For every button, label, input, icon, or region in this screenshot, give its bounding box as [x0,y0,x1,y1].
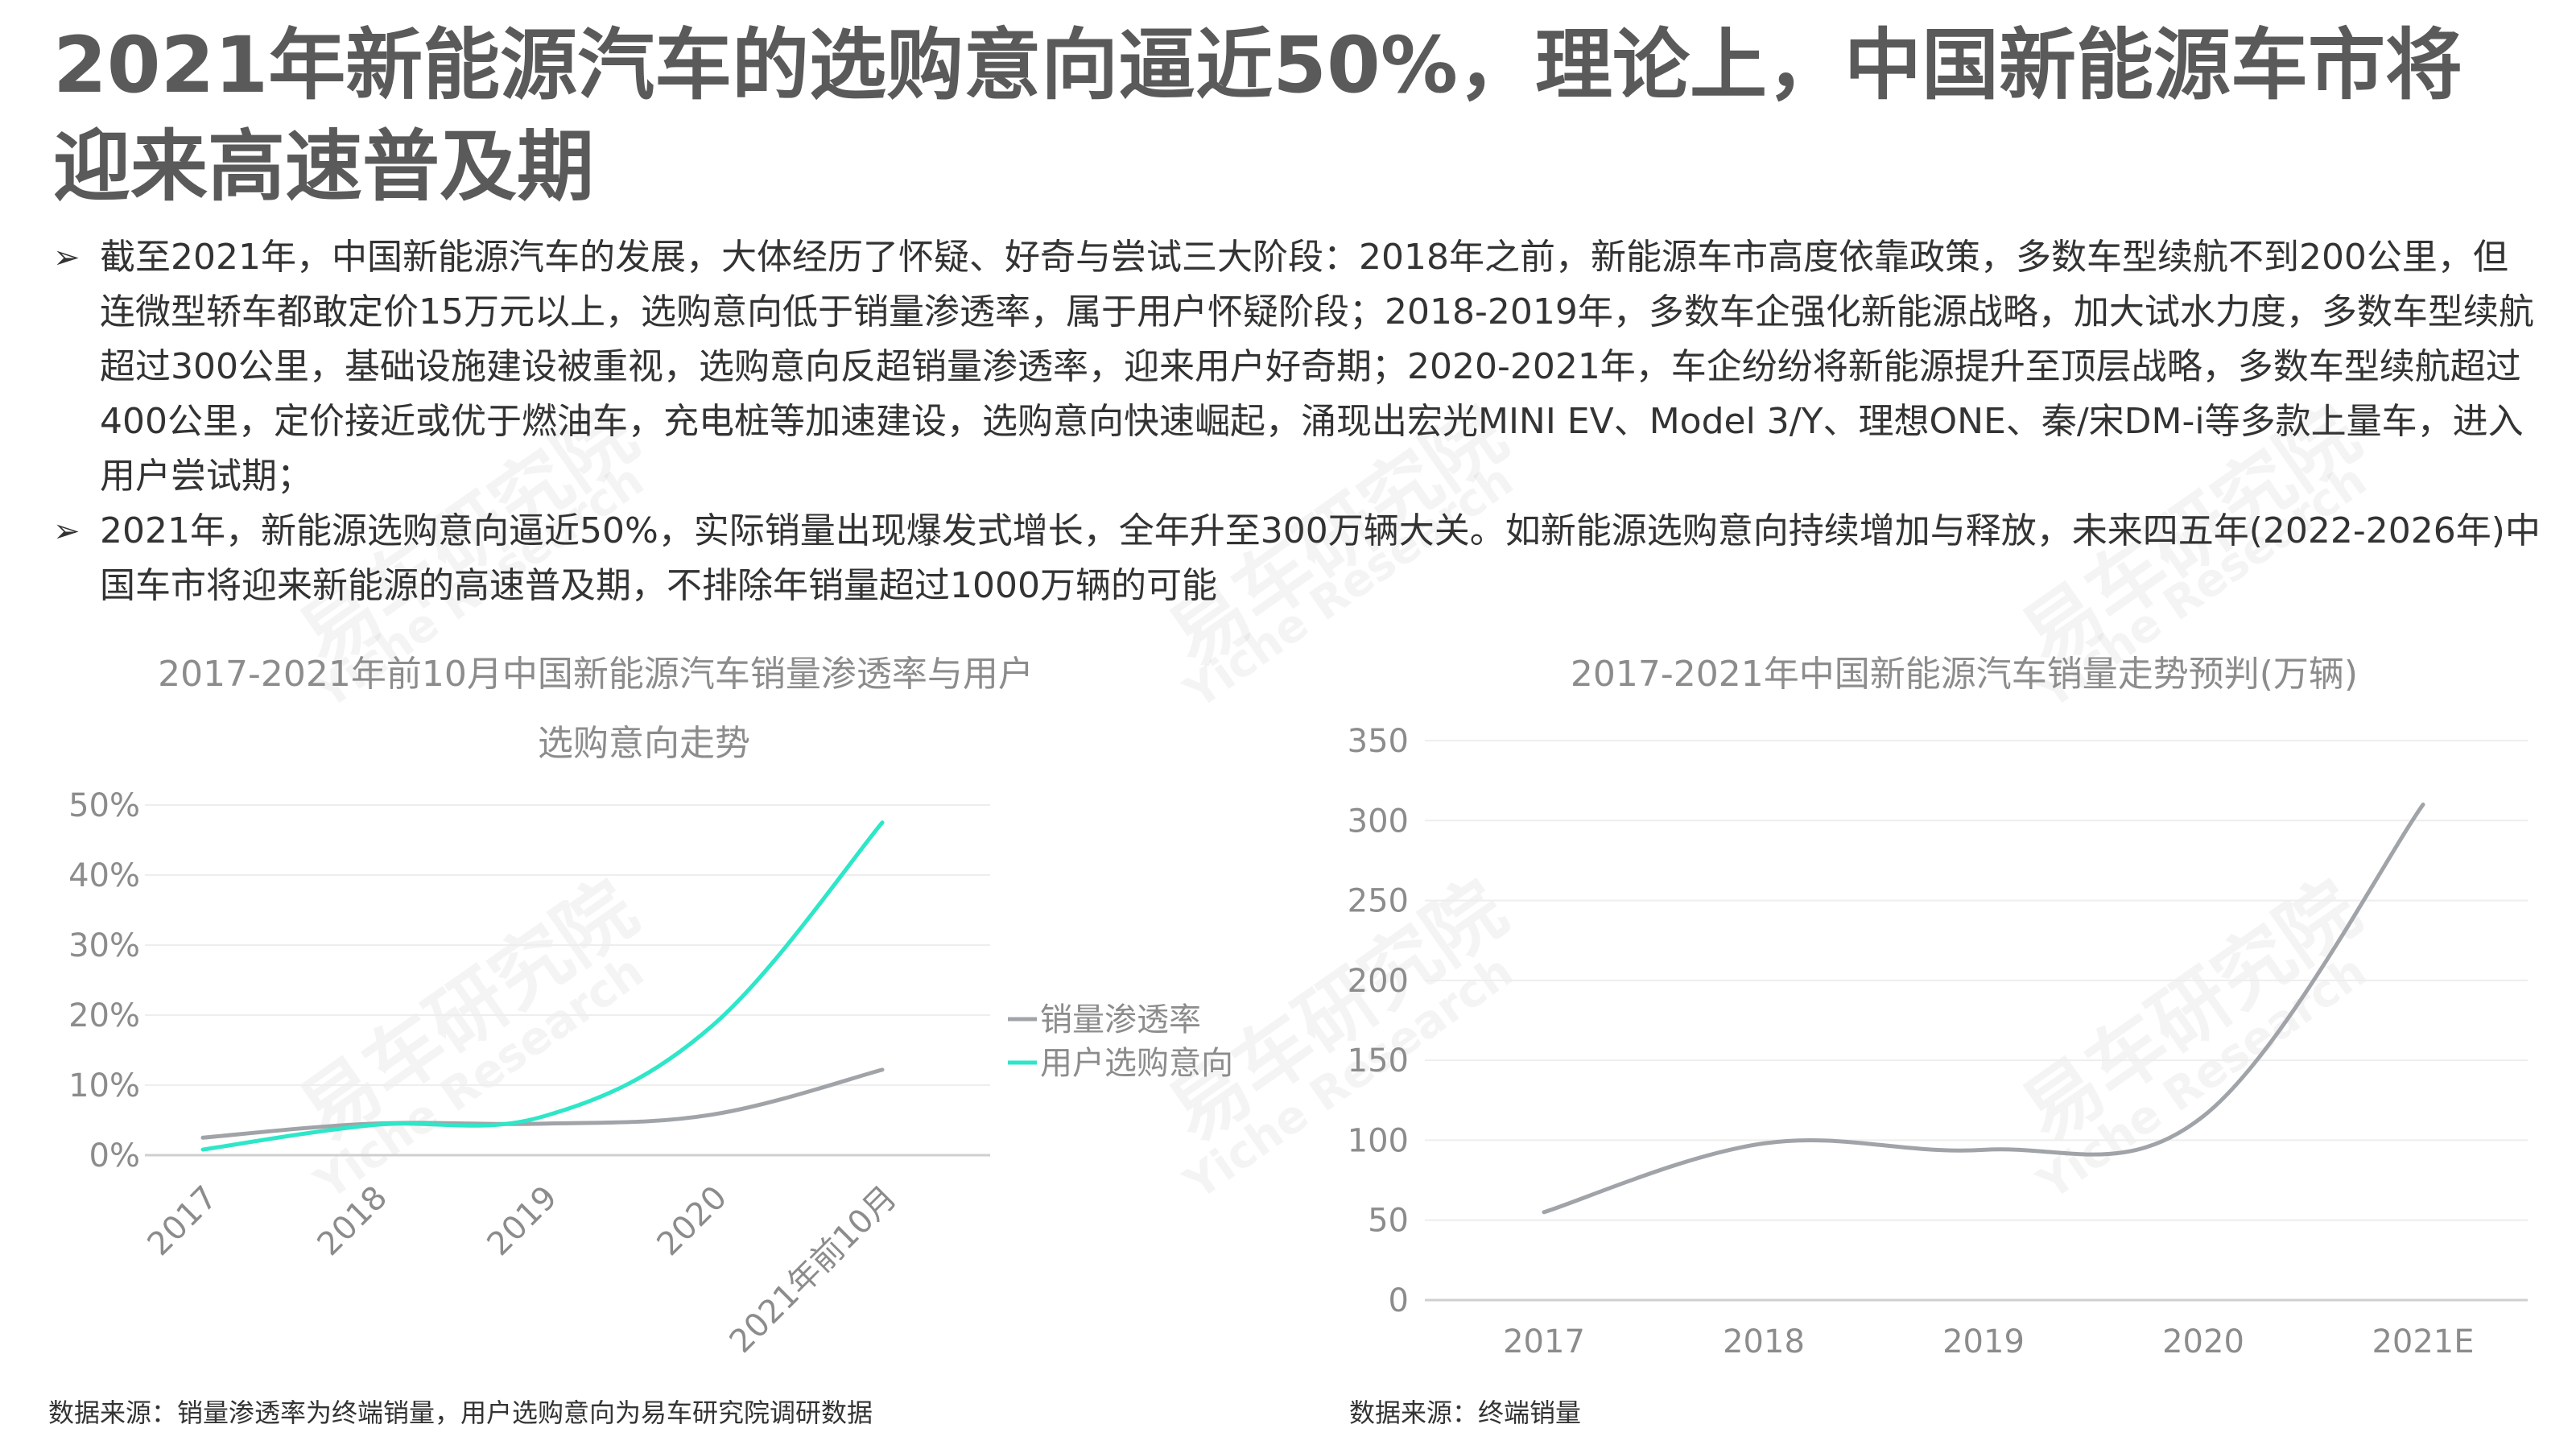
x-tick-label: 2017 [141,1179,225,1264]
y-tick-label: 10% [68,1067,140,1104]
bullet-item: ➢ 截至2021年，中国新能源汽车的发展，大体经历了怀疑、好奇与尝试三大阶段：20… [53,230,2541,504]
y-tick-label: 200 [1348,963,1409,1000]
page-title: 2021年新能源汽车的选购意向逼近50%，理论上，中国新能源车市将迎来高速普及期 [53,20,2462,212]
chart-title: 2017-2021年前10月中国新能源汽车销量渗透率与用户 [158,654,1034,695]
y-tick-label: 50 [1368,1203,1409,1240]
y-tick-label: 0 [1389,1282,1409,1319]
penetration-chart: 2017-2021年前10月中国新能源汽车销量渗透率与用户选购意向走势 0% 10%… [32,644,1288,1385]
series-line-sales [1542,802,2425,1215]
y-tick-label: 250 [1348,883,1409,920]
y-tick-label: 100 [1348,1122,1409,1159]
series-line-intention [200,820,885,1152]
y-tick-label: 150 [1348,1042,1409,1080]
source-note-left: 数据来源：销量渗透率为终端销量，用户选购意向为易车研究院调研数据 [48,1397,873,1428]
x-tick-label: 2020 [2162,1323,2244,1360]
chart-title: 2017-2021年中国新能源汽车销量走势预判(万辆) [1571,654,2358,695]
x-tick-label: 2020 [650,1179,735,1264]
legend-label: 销量渗透率 [1040,1001,1201,1038]
y-tick-label: 350 [1348,723,1409,760]
arrow-bullet-icon: ➢ [53,513,80,550]
bullet-item: ➢ 2021年，新能源选购意向逼近50%，实际销量出现爆发式增长，全年升至300万… [53,504,2541,613]
y-tick-label: 300 [1348,803,1409,840]
x-tick-label: 2019 [1942,1323,2025,1360]
y-tick-label: 20% [68,997,140,1034]
x-tick-label: 2018 [311,1179,395,1264]
bullet-list: ➢ 截至2021年，中国新能源汽车的发展，大体经历了怀疑、好奇与尝试三大阶段：20… [53,230,2541,613]
source-note-right: 数据来源：终端销量 [1349,1397,1582,1428]
y-tick-label: 40% [68,857,140,894]
x-tick-label: 2019 [481,1179,565,1264]
arrow-bullet-icon: ➢ [53,239,80,276]
x-tick-label: 2021E [2372,1323,2474,1360]
x-tick-label: 2018 [1723,1323,1805,1360]
bullet-text: 截至2021年，中国新能源汽车的发展，大体经历了怀疑、好奇与尝试三大阶段：201… [100,237,2534,497]
sales-chart: 2017-2021年中国新能源汽车销量走势预判(万辆) 0 50 100 150 200 2… [1320,644,2560,1385]
bullet-text: 2021年，新能源选购意向逼近50%，实际销量出现爆发式增长，全年升至300万辆… [100,510,2541,606]
y-tick-label: 50% [68,787,140,824]
legend-label: 用户选购意向 [1040,1045,1233,1082]
x-tick-label: 2017 [1503,1323,1585,1360]
chart-title: 选购意向走势 [538,723,750,764]
x-tick-label: 2021年前10月 [723,1179,904,1360]
y-tick-label: 0% [89,1137,140,1174]
series-line-penetration [200,1067,885,1140]
y-tick-label: 30% [68,927,140,964]
sales-chart-svg: 2017-2021年中国新能源汽车销量走势预判(万辆) 0 50 100 150 200 2… [1348,654,2528,1360]
